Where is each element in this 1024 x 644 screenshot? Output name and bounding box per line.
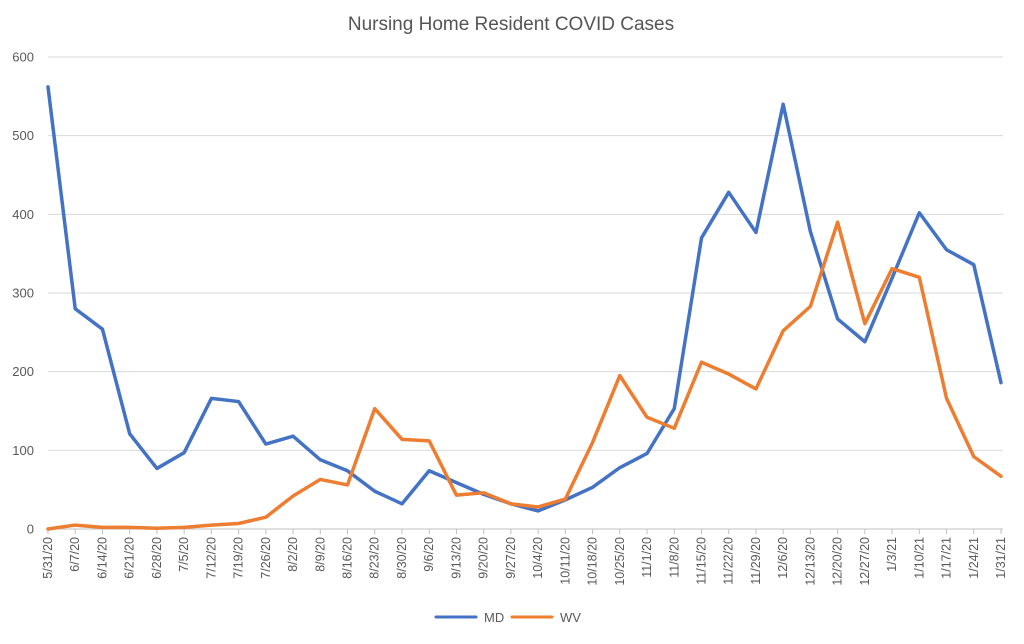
legend: MD WV	[434, 610, 581, 625]
x-tick-label: 11/22/20	[722, 537, 736, 585]
x-tick-label: 8/30/20	[395, 537, 409, 579]
x-tick-label: 11/8/20	[667, 537, 681, 578]
y-tick-label: 200	[12, 364, 34, 379]
x-tick-label: 5/31/20	[41, 537, 55, 579]
x-tick-label: 12/6/20	[776, 537, 790, 579]
x-tick-label: 11/29/20	[749, 537, 763, 585]
x-tick-label: 1/3/21	[885, 537, 899, 572]
x-tick-label: 7/26/20	[259, 537, 273, 579]
x-tick-label: 6/14/20	[95, 537, 109, 579]
x-tick-label: 8/23/20	[368, 537, 382, 579]
x-tick-label: 7/19/20	[232, 537, 246, 579]
gridlines	[48, 56, 1003, 451]
y-tick-label: 100	[12, 443, 34, 458]
series-line-wv	[46, 220, 1003, 531]
y-axis: 0 100 200 300 400 500 600	[12, 50, 34, 537]
x-tick-label: 12/13/20	[803, 537, 817, 586]
y-tick-label: 0	[27, 522, 34, 537]
x-tick-label: 1/31/21	[994, 537, 1008, 579]
chart-title: Nursing Home Resident COVID Cases	[348, 14, 674, 35]
x-tick-label: 8/2/20	[286, 537, 300, 572]
x-axis: 5/31/20 6/7/20 6/14/20 6/21/20 6/28/20 7/5/20…	[41, 528, 1008, 586]
x-tick-label: 9/27/20	[504, 537, 518, 579]
legend-label-md: MD	[484, 610, 504, 625]
series-line-md	[46, 85, 1003, 513]
x-tick-label: 12/20/20	[831, 537, 845, 586]
x-tick-label: 9/6/20	[422, 537, 436, 572]
x-tick-label: 7/5/20	[177, 537, 191, 572]
x-tick-label: 6/28/20	[150, 537, 164, 579]
x-tick-label: 10/11/20	[558, 537, 572, 585]
x-tick-label: 12/27/20	[858, 537, 872, 586]
x-tick-label: 10/4/20	[531, 537, 545, 579]
x-tick-label: 6/7/20	[68, 537, 82, 572]
series-lines	[46, 85, 1003, 531]
x-tick-label: 1/10/21	[912, 537, 926, 579]
y-tick-label: 300	[12, 286, 34, 301]
x-tick-label: 8/9/20	[313, 537, 327, 572]
x-tick-label: 11/1/20	[640, 537, 654, 578]
x-tick-label: 10/18/20	[586, 537, 600, 586]
x-tick-label: 11/15/20	[694, 537, 708, 585]
x-tick-label: 6/21/20	[123, 537, 137, 579]
legend-label-wv: WV	[560, 610, 581, 625]
x-tick-label: 8/16/20	[341, 537, 355, 579]
x-tick-label: 7/12/20	[204, 537, 218, 579]
x-tick-label: 10/25/20	[613, 537, 627, 586]
y-tick-label: 600	[12, 50, 34, 65]
x-tick-label: 9/13/20	[449, 537, 463, 579]
y-tick-label: 500	[12, 128, 34, 143]
y-tick-label: 400	[12, 207, 34, 222]
x-tick-label: 1/17/21	[940, 537, 954, 579]
x-tick-label: 9/20/20	[477, 537, 491, 579]
x-tick-label: 1/24/21	[967, 537, 981, 579]
